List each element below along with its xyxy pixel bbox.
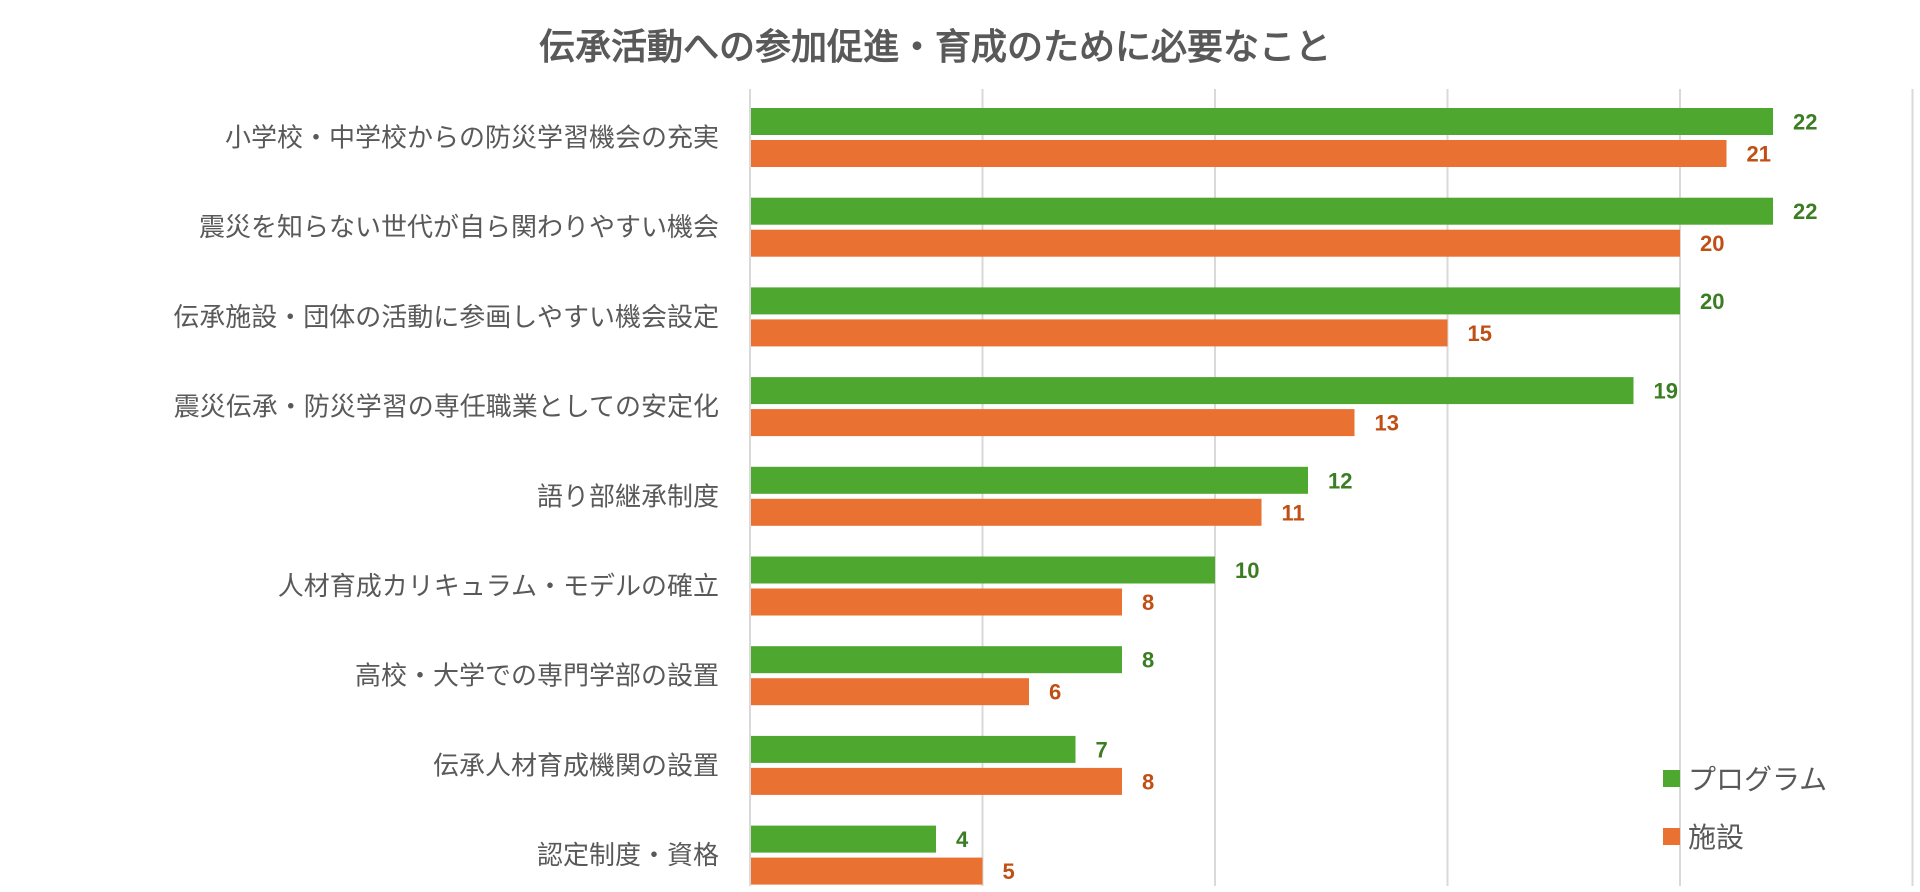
bar-facility — [750, 588, 1122, 616]
bar-program — [750, 377, 1634, 405]
category-label: 高校・大学での専門学部の設置 — [355, 662, 719, 692]
data-label: 8 — [1142, 769, 1154, 794]
bar-program — [750, 646, 1122, 674]
category-label: 震災を知らない世代が自ら関わりやすい機会 — [199, 213, 719, 243]
bar-program — [750, 825, 936, 853]
bar-facility — [750, 319, 1448, 347]
category-label: 伝承施設・団体の活動に参画しやすい機会設定 — [173, 303, 719, 333]
legend-label: 施設 — [1688, 821, 1744, 854]
bar-program — [750, 466, 1308, 494]
category-label: 小学校・中学校からの防災学習機会の充実 — [225, 124, 719, 154]
category-label: 語り部継承制度 — [537, 482, 719, 512]
data-label: 8 — [1142, 590, 1154, 615]
bar-facility — [750, 140, 1727, 167]
data-label: 21 — [1747, 142, 1771, 167]
data-label: 7 — [1096, 737, 1108, 762]
bar-program — [750, 197, 1773, 225]
legend-label: プログラム — [1688, 763, 1827, 796]
data-label: 11 — [1282, 500, 1305, 525]
category-label: 伝承人材育成機関の設置 — [433, 751, 719, 781]
bar-program — [750, 735, 1076, 763]
legend-swatch — [1663, 828, 1680, 845]
category-label: 人材育成カリキュラム・モデルの確立 — [278, 572, 719, 602]
bar-facility — [750, 409, 1355, 437]
data-label: 20 — [1700, 289, 1724, 314]
data-label: 22 — [1793, 110, 1817, 135]
data-label: 15 — [1468, 321, 1492, 346]
data-label: 20 — [1700, 231, 1724, 256]
category-label: 認定制度・資格 — [537, 841, 719, 871]
bar-facility — [750, 498, 1262, 526]
chart-title: 伝承活動への参加促進・育成のために必要なこと — [538, 27, 1331, 68]
bar-facility — [750, 229, 1680, 257]
bar-facility — [750, 767, 1122, 795]
data-label: 6 — [1049, 680, 1061, 705]
category-label: 震災伝承・防災学習の専任職業としての安定化 — [174, 393, 719, 423]
data-label: 5 — [1003, 859, 1015, 884]
data-label: 12 — [1328, 468, 1352, 493]
data-label: 19 — [1654, 379, 1678, 404]
bar-facility — [750, 678, 1029, 706]
data-label: 10 — [1235, 558, 1259, 583]
data-label: 8 — [1142, 648, 1154, 673]
data-label: 22 — [1793, 199, 1817, 224]
bar-program — [750, 287, 1680, 315]
bar-program — [750, 556, 1215, 584]
bar-program — [750, 108, 1773, 135]
data-label: 4 — [956, 827, 969, 852]
legend-swatch — [1663, 770, 1680, 787]
bar-facility — [750, 857, 983, 885]
data-label: 13 — [1375, 411, 1399, 436]
